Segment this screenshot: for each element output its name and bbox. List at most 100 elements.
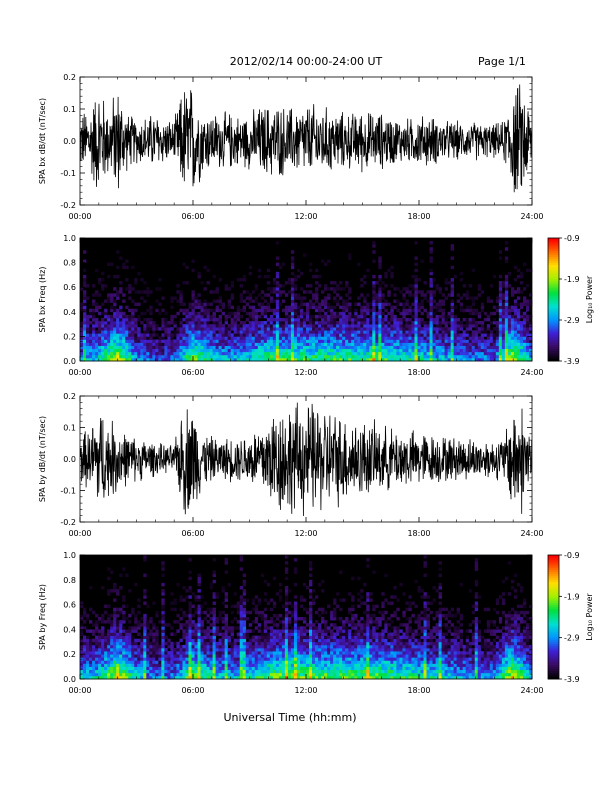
spectrogram-cell (239, 357, 244, 362)
spectrogram-cell (122, 317, 126, 322)
spectrogram-cell (197, 604, 201, 609)
spectrogram-cell (89, 672, 93, 677)
spectrogram-cell (95, 641, 99, 646)
spectrogram-cell (218, 314, 222, 319)
spectrogram-cell (233, 348, 238, 353)
spectrogram-cell (266, 354, 271, 359)
spectrogram-cell (185, 675, 189, 680)
spectrogram-cell (140, 345, 144, 350)
spectrogram-cell (119, 351, 123, 356)
spectrogram-cell (134, 308, 138, 313)
spectrogram-cell (366, 351, 370, 356)
spectrogram-cell (110, 308, 114, 313)
spectrogram-cell (423, 357, 427, 362)
spectrogram-cell (92, 324, 96, 328)
spectrogram-cell (224, 314, 228, 319)
spectrogram-cell (155, 299, 159, 303)
spectrogram-cell (161, 666, 165, 671)
spectrogram-cell (287, 354, 292, 359)
spectrogram-cell (203, 635, 207, 640)
spectrogram-cell (224, 638, 228, 643)
spectrogram-cell (393, 321, 397, 325)
spectrogram-cell (116, 345, 120, 350)
spectrogram-cell (104, 311, 108, 316)
spectrogram-cell (215, 351, 219, 356)
spectrogram-cell (438, 357, 442, 362)
spectrogram-cell (245, 635, 250, 640)
spectrogram-cell (110, 635, 114, 640)
spectrogram-cell (197, 626, 201, 630)
spectrogram-cell (405, 311, 409, 316)
spectrogram-cell (209, 357, 213, 362)
spectrogram-cell (125, 617, 129, 621)
spectrogram-cell (327, 302, 331, 306)
spectrogram-cell (227, 357, 232, 362)
spectrogram-cell (266, 293, 271, 297)
spectrogram-cell (125, 330, 129, 334)
spectrogram-cell (230, 324, 235, 328)
spectrogram-cell (257, 601, 262, 605)
spectrogram-cell (152, 660, 156, 664)
spectrogram-cell (107, 644, 111, 649)
spectrogram-cell (474, 351, 479, 356)
spectrogram-cell (170, 601, 174, 605)
spectrogram-cell (149, 672, 153, 677)
spectrogram-cell (164, 651, 168, 655)
spectrogram-cell (318, 354, 322, 359)
spectrogram-cell (293, 617, 298, 621)
spectrogram-cell (182, 348, 186, 353)
spectrogram-cell (354, 302, 358, 306)
spectrogram-cell (245, 302, 250, 306)
spectrogram-cell (287, 660, 292, 664)
spectrogram-cell (191, 592, 195, 596)
spectrogram-cell (293, 348, 298, 353)
spectrogram-cell (254, 666, 259, 671)
spectrogram-cell (402, 327, 406, 331)
spectrogram-cell (182, 644, 186, 649)
spectrogram-cell (161, 561, 165, 565)
spectrogram-cell (522, 348, 527, 353)
spectrogram-cell (411, 354, 415, 359)
spectrogram-cell (239, 654, 244, 658)
spectrogram-cell (263, 579, 268, 584)
spectrogram-cell (290, 348, 295, 353)
spectrogram-cell (432, 311, 436, 316)
spectrogram-cell (378, 342, 382, 346)
spectrogram-cell (293, 638, 298, 643)
spectrogram-cell (330, 324, 334, 328)
spectrogram-cell (324, 262, 328, 267)
spectrogram-cell (125, 644, 129, 649)
spectrogram-cell (510, 357, 515, 362)
spectrogram-cell (251, 333, 256, 337)
spectrogram-cell (242, 321, 247, 325)
spectrogram-cell (80, 601, 84, 605)
spectrogram-cell (342, 321, 346, 325)
spectrogram-cell (242, 354, 247, 359)
spectrogram-cell (140, 342, 144, 346)
spectrogram-cell (209, 672, 213, 677)
spectrogram-cell (161, 592, 165, 596)
spectrogram-cell (266, 666, 271, 671)
spectrogram-cell (327, 357, 331, 362)
spectrogram-cell (146, 354, 150, 359)
spectrogram-cell (83, 274, 87, 279)
spectrogram-cell (110, 357, 114, 362)
spectrogram-cell (161, 351, 165, 356)
spectrogram-cell (348, 357, 352, 362)
spectrogram-cell (122, 336, 126, 340)
spectrogram-cell (302, 290, 307, 294)
spectrogram-cell (275, 336, 280, 340)
spectrogram-cell (453, 324, 458, 328)
spectrogram-cell (299, 296, 304, 300)
spectrogram-cell (140, 354, 144, 359)
spectrogram-cell (143, 558, 147, 562)
spectrogram-cell (522, 287, 527, 291)
spectrogram-cell (302, 317, 307, 322)
spectrogram-cell (236, 635, 241, 640)
spectrogram-cell (233, 669, 238, 674)
spectrogram-cell (429, 284, 433, 288)
spectrogram-cell (236, 311, 241, 316)
spectrogram-cell (86, 339, 90, 343)
spectrogram-cell (110, 354, 114, 359)
spectrogram-cell (507, 314, 512, 319)
